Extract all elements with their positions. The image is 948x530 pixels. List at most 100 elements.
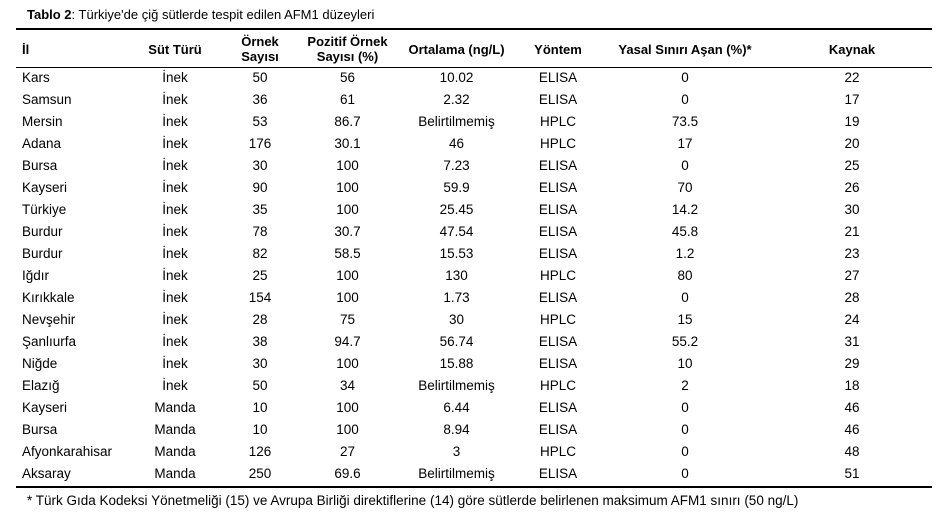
cell-yontem: ELISA (538, 356, 578, 371)
table-row: Kayseri İnek 90 100 59.9 ELISA 70 26 (16, 177, 932, 199)
cell-il: Aksaray (22, 466, 71, 481)
cell-ortalama: 6.44 (443, 400, 470, 415)
cell-yasal-siniri: 0 (681, 444, 689, 459)
cell-sut-turu: Manda (154, 400, 196, 415)
cell-ornek-sayisi: 50 (252, 70, 268, 85)
cell-kaynak: 20 (844, 136, 860, 151)
cell-kaynak: 26 (844, 180, 860, 195)
header-rule (16, 67, 932, 68)
cell-ortalama: Belirtilmemiş (418, 466, 495, 481)
table-row: Samsun İnek 36 61 2.32 ELISA 0 17 (16, 89, 932, 111)
cell-kaynak: 24 (844, 312, 860, 327)
cell-kaynak: 29 (844, 356, 860, 371)
cell-il: Adana (22, 136, 62, 151)
cell-il: Burdur (22, 224, 63, 239)
cell-il: Elazığ (22, 378, 60, 393)
cell-yontem: HPLC (539, 312, 576, 327)
cell-pozitif-ornek: 61 (339, 92, 356, 107)
top-rule (16, 28, 932, 30)
cell-sut-turu: İnek (162, 92, 188, 107)
cell-yontem: ELISA (538, 246, 578, 261)
cell-pozitif-ornek: 94.7 (334, 334, 361, 349)
cell-yontem: ELISA (538, 290, 578, 305)
cell-ortalama: 3 (452, 444, 461, 459)
cell-yontem: ELISA (538, 422, 578, 437)
cell-ortalama: 8.94 (443, 422, 470, 437)
cell-pozitif-ornek: 100 (336, 158, 359, 173)
cell-kaynak: 28 (844, 290, 860, 305)
cell-pozitif-ornek: 100 (336, 356, 359, 371)
cell-ornek-sayisi: 176 (248, 136, 272, 151)
cell-kaynak: 19 (844, 114, 860, 129)
cell-ortalama: Belirtilmemiş (418, 378, 495, 393)
cell-ornek-sayisi: 126 (248, 444, 272, 459)
cell-yontem: HPLC (539, 136, 576, 151)
cell-yontem: ELISA (538, 202, 578, 217)
cell-ornek-sayisi: 82 (252, 246, 268, 261)
cell-kaynak: 21 (844, 224, 860, 239)
cell-kaynak: 48 (844, 444, 860, 459)
cell-il: Iğdır (22, 268, 50, 283)
header-kaynak: Kaynak (828, 41, 876, 57)
cell-ortalama: 2.32 (443, 92, 470, 107)
cell-sut-turu: İnek (162, 158, 188, 173)
cell-sut-turu: İnek (162, 246, 188, 261)
table-row: Afyonkarahisar Manda 126 27 3 HPLC 0 48 (16, 441, 932, 463)
cell-il: Kars (22, 70, 50, 85)
cell-kaynak: 31 (844, 334, 860, 349)
cell-il: Kayseri (22, 180, 68, 195)
cell-ortalama: 59.9 (443, 180, 470, 195)
cell-yontem: ELISA (538, 158, 578, 173)
cell-yontem: HPLC (539, 268, 576, 283)
cell-pozitif-ornek: 100 (336, 268, 359, 283)
cell-ornek-sayisi: 78 (252, 224, 268, 239)
cell-il: Kayseri (22, 400, 68, 415)
cell-yasal-siniri: 0 (681, 70, 689, 85)
cell-yontem: ELISA (538, 334, 578, 349)
cell-sut-turu: İnek (162, 378, 188, 393)
cell-yasal-siniri: 17 (677, 136, 693, 151)
cell-kaynak: 23 (844, 246, 860, 261)
table-row: Türkiye İnek 35 100 25.45 ELISA 14.2 30 (16, 199, 932, 221)
cell-sut-turu: İnek (162, 268, 188, 283)
cell-ortalama: 15.53 (439, 246, 474, 261)
cell-yasal-siniri: 70 (677, 180, 693, 195)
footnote: * Türk Gıda Kodeksi Yönetmeliği (15) ve … (27, 493, 799, 508)
header-sut-turu: Süt Türü (148, 41, 202, 57)
cell-ortalama: 15.88 (439, 356, 474, 371)
cell-yontem: HPLC (539, 444, 576, 459)
cell-ortalama: 30 (448, 312, 465, 327)
cell-ornek-sayisi: 53 (252, 114, 268, 129)
cell-ortalama: 7.23 (443, 158, 470, 173)
table-row: Kırıkkale İnek 154 100 1.73 ELISA 0 28 (16, 287, 932, 309)
cell-ortalama: 130 (445, 268, 468, 283)
cell-yasal-siniri: 55.2 (671, 334, 699, 349)
cell-yontem: HPLC (539, 114, 576, 129)
cell-ornek-sayisi: 154 (248, 290, 272, 305)
cell-yontem: ELISA (538, 180, 578, 195)
afm1-table: İl Süt Türü Örnek Sayısı Pozitif Örnek Say… (16, 31, 932, 485)
caption-label: Tablo 2 (27, 7, 72, 22)
cell-pozitif-ornek: 100 (336, 202, 359, 217)
table-row: Burdur İnek 78 30.7 47.54 ELISA 45.8 21 (16, 221, 932, 243)
cell-yasal-siniri: 15 (677, 312, 693, 327)
cell-yontem: ELISA (538, 92, 578, 107)
cell-pozitif-ornek: 100 (336, 180, 359, 195)
cell-yasal-siniri: 1.2 (675, 246, 695, 261)
cell-sut-turu: Manda (154, 422, 196, 437)
cell-sut-turu: İnek (162, 312, 188, 327)
cell-sut-turu: Manda (154, 466, 196, 481)
table-row: Bursa İnek 30 100 7.23 ELISA 0 25 (16, 155, 932, 177)
cell-ornek-sayisi: 25 (252, 268, 268, 283)
cell-ornek-sayisi: 30 (252, 356, 268, 371)
header-ornek-sayisi: Örnek Sayısı (220, 31, 300, 67)
header-ornek-line1: Örnek (241, 34, 279, 49)
cell-sut-turu: İnek (162, 136, 188, 151)
cell-ornek-sayisi: 28 (252, 312, 268, 327)
table-row: Adana İnek 176 30.1 46 HPLC 17 20 (16, 133, 932, 155)
cell-yontem: ELISA (538, 400, 578, 415)
cell-sut-turu: İnek (162, 202, 188, 217)
table-row: Elazığ İnek 50 34 Belirtilmemiş HPLC 2 18 (16, 375, 932, 397)
cell-yasal-siniri: 0 (681, 466, 689, 481)
cell-pozitif-ornek: 56 (339, 70, 356, 85)
